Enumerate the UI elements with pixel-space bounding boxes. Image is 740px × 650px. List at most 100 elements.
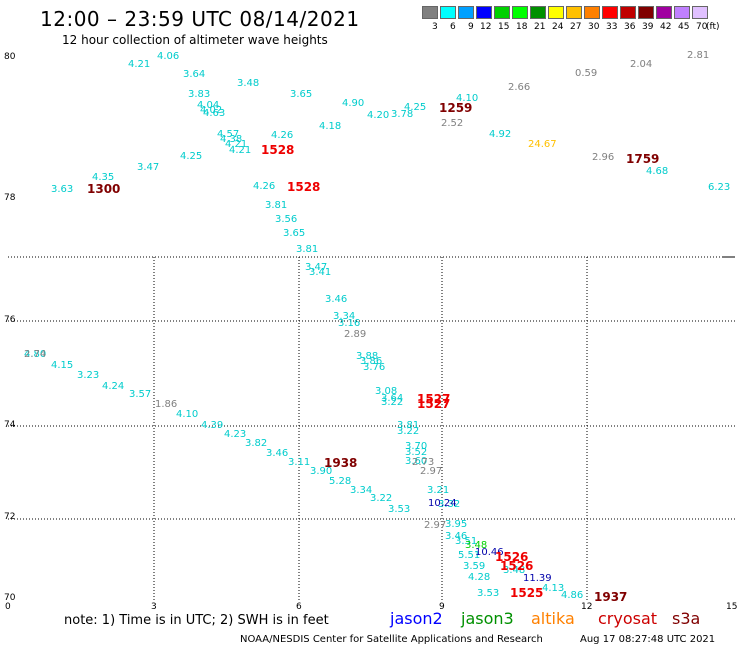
wave-height-value: 2.89 (344, 329, 367, 340)
wave-height-value: 5.28 (329, 476, 352, 487)
legend-label: 18 (516, 22, 528, 32)
legend-swatch (494, 6, 510, 19)
wave-height-value: 4.63 (203, 108, 226, 119)
pass-time-label: 1526 (500, 559, 534, 573)
wave-height-value: 3.82 (245, 438, 268, 449)
legend-label: 33 (606, 22, 618, 32)
lon-label-0: 0 (5, 602, 11, 612)
wave-height-value: 3.65 (290, 89, 313, 100)
legend-label: 42 (660, 22, 672, 32)
lon-label-15: 15 (726, 602, 738, 612)
legend-swatch (602, 6, 618, 19)
legend-label: 21 (534, 22, 546, 32)
wave-height-value: 4.25 (404, 102, 427, 113)
satellite-s3a: s3a (672, 609, 701, 628)
wave-height-value: 3.90 (310, 466, 333, 477)
wave-height-value: 2.73 (412, 457, 435, 468)
wave-height-value: 3.23 (77, 370, 100, 381)
wave-height-value: 4.25 (180, 151, 203, 162)
legend-swatch (458, 6, 474, 19)
wave-height-value: 4.80 (24, 349, 47, 360)
lat-label-74: 74 (4, 420, 16, 430)
legend-label: 36 (624, 22, 636, 32)
legend-label: 3 (432, 22, 438, 32)
wave-height-value: 5.51 (458, 550, 481, 561)
wave-height-value: 4.26 (271, 130, 294, 141)
legend-label: 24 (552, 22, 564, 32)
legend-label: 12 (480, 22, 492, 32)
legend-swatch (530, 6, 546, 19)
legend-swatch (422, 6, 438, 19)
wave-height-value: 4.90 (342, 98, 365, 109)
satellite-jason3: jason3 (461, 609, 514, 628)
page-title: 12:00 – 23:59 UTC 08/14/2021 (40, 7, 360, 31)
wave-height-value: 3.22 (397, 426, 420, 437)
wave-height-value: 3.76 (363, 362, 386, 373)
wave-height-value: 3.81 (397, 420, 420, 431)
wave-height-value: 3.57 (129, 389, 152, 400)
wave-height-value: 4.20 (367, 110, 390, 121)
satellite-jason2: jason2 (390, 609, 443, 628)
legend-label: 30 (588, 22, 600, 32)
lon-label-6: 6 (296, 602, 302, 612)
wave-height-value: 3.81 (265, 200, 288, 211)
legend-swatch (692, 6, 708, 19)
wave-height-value: 3.47 (305, 262, 328, 273)
legend-swatch (674, 6, 690, 19)
pass-time-label: 1528 (261, 143, 295, 157)
wave-height-value: 4.10 (176, 409, 199, 420)
lat-label-78: 78 (4, 193, 16, 203)
legend-swatch (476, 6, 492, 19)
wave-height-value: 3.86 (360, 356, 383, 367)
wave-height-value: 2.66 (508, 82, 531, 93)
legend-swatch (638, 6, 654, 19)
wave-height-value: 3.52 (405, 447, 428, 458)
wave-height-value: 3.63 (51, 184, 74, 195)
lat-label-70: 70 (4, 593, 16, 603)
wave-height-value: 3.46 (325, 294, 348, 305)
legend-unit: (ft) (706, 22, 720, 32)
wave-height-value: 3.65 (283, 228, 306, 239)
wave-height-value: 2.96 (592, 152, 615, 163)
wave-height-value: 3.48 (503, 565, 526, 576)
legend-label: 70 (696, 22, 708, 32)
wave-height-value: 4.39 (201, 420, 224, 431)
legend-label: 6 (450, 22, 456, 32)
legend-swatch (620, 6, 636, 19)
wave-height-value: 3.53 (388, 504, 411, 515)
wave-height-value: 3.64 (381, 393, 404, 404)
legend-swatch (656, 6, 672, 19)
wave-height-value: 3.83 (188, 89, 211, 100)
wave-height-value: 3.08 (375, 386, 398, 397)
wave-height-value: 4.68 (646, 166, 669, 177)
lat-label-80: 80 (4, 52, 16, 62)
wave-height-value: 4.24 (102, 381, 125, 392)
pass-time-label: 1527 (417, 397, 451, 411)
legend-label: 15 (498, 22, 510, 32)
wave-height-value: 3.34 (350, 485, 373, 496)
pass-time-label: 1525 (510, 586, 544, 600)
wave-height-value: 2.97 (420, 466, 443, 477)
pass-time-label: 1528 (287, 180, 321, 194)
legend-swatch (512, 6, 528, 19)
wave-height-value: 3.60 (405, 456, 428, 467)
footnote: note: 1) Time is in UTC; 2) SWH is in fe… (64, 613, 329, 628)
wave-height-value: 2.74 (24, 349, 47, 360)
wave-height-value: 3.22 (381, 397, 404, 408)
wave-height-value: 4.35 (92, 172, 115, 183)
wave-height-value: 3.64 (183, 69, 206, 80)
wave-height-value: 3.51 (455, 536, 478, 547)
legend-label: 39 (642, 22, 654, 32)
wave-height-value: 2.04 (630, 59, 653, 70)
wave-height-value: 3.88 (356, 351, 379, 362)
wave-height-value: 3.78 (391, 109, 414, 120)
wave-height-value: 3.59 (463, 561, 486, 572)
wave-height-value: 4.21 (128, 59, 151, 70)
wave-height-value: 0.59 (575, 68, 598, 79)
wave-height-value: 3.53 (477, 588, 500, 599)
wave-height-value: 10.24 (428, 498, 457, 509)
wave-height-value: 4.21 (225, 139, 248, 150)
pass-time-label: 1938 (324, 456, 358, 470)
wave-height-value: 3.32 (438, 499, 461, 510)
